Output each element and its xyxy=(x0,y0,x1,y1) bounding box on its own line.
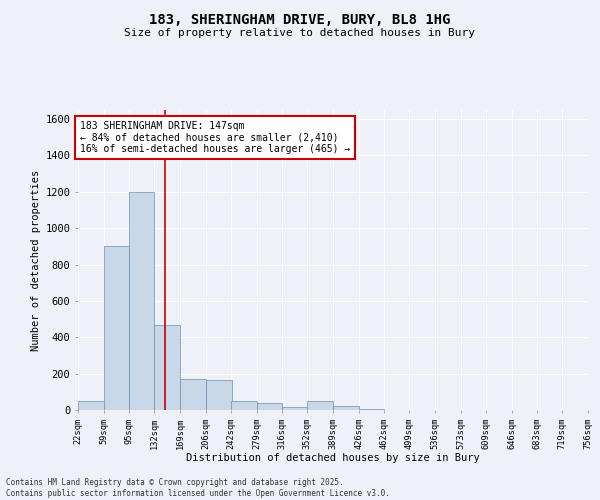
Bar xyxy=(104,246,130,410)
Bar xyxy=(257,402,282,410)
Text: Contains HM Land Registry data © Crown copyright and database right 2025.
Contai: Contains HM Land Registry data © Crown c… xyxy=(6,478,390,498)
Bar xyxy=(180,379,206,410)
Bar xyxy=(359,409,385,410)
Bar xyxy=(129,192,154,410)
Bar xyxy=(231,401,257,410)
X-axis label: Distribution of detached houses by size in Bury: Distribution of detached houses by size … xyxy=(186,454,480,464)
Y-axis label: Number of detached properties: Number of detached properties xyxy=(31,170,41,350)
Text: 183, SHERINGHAM DRIVE, BURY, BL8 1HG: 183, SHERINGHAM DRIVE, BURY, BL8 1HG xyxy=(149,12,451,26)
Text: 183 SHERINGHAM DRIVE: 147sqm
← 84% of detached houses are smaller (2,410)
16% of: 183 SHERINGHAM DRIVE: 147sqm ← 84% of de… xyxy=(80,121,350,154)
Bar xyxy=(333,406,359,410)
Bar xyxy=(206,380,232,410)
Bar xyxy=(78,401,104,410)
Text: Size of property relative to detached houses in Bury: Size of property relative to detached ho… xyxy=(125,28,476,38)
Bar xyxy=(154,324,180,410)
Bar xyxy=(307,401,333,410)
Bar xyxy=(282,408,308,410)
